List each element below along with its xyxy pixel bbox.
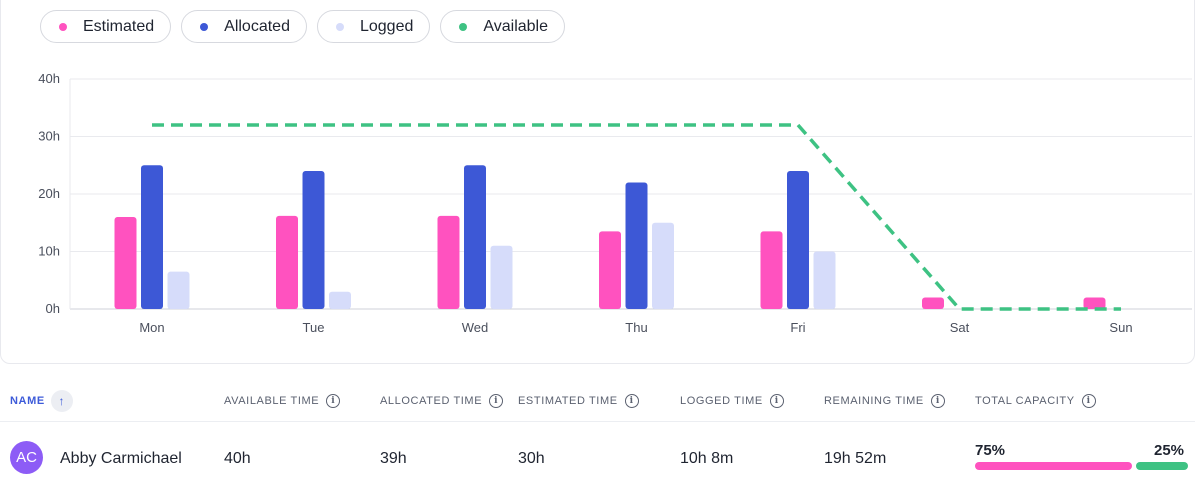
info-icon[interactable]: i — [489, 394, 504, 408]
bar-estimated — [599, 231, 621, 309]
x-tick-label: Sun — [1109, 320, 1132, 335]
member-name: Abby Carmichael — [60, 450, 182, 467]
bar-allocated — [787, 171, 809, 309]
allocated-time-value: 39h — [380, 450, 407, 467]
allocated-time-header: ALLOCATED TIME i — [380, 394, 504, 408]
available-time-value: 40h — [224, 450, 251, 467]
available-time-header-label: AVAILABLE TIME — [224, 395, 320, 407]
bar-allocated — [141, 165, 163, 309]
bar-allocated — [464, 165, 486, 309]
bar-estimated — [114, 217, 137, 309]
bar-allocated — [302, 171, 325, 309]
total-capacity-header-label: TOTAL CAPACITY — [975, 395, 1075, 407]
sort-ascending-button[interactable]: ↑ — [50, 390, 73, 412]
logged-time-header: LOGGED TIME i — [680, 394, 784, 408]
bar-logged — [329, 291, 351, 309]
avatar: AC — [10, 441, 43, 474]
x-tick-label: Fri — [790, 320, 805, 335]
x-tick-label: Tue — [303, 320, 325, 335]
estimated-dot-icon — [59, 22, 67, 31]
bar-allocated — [625, 182, 648, 309]
x-tick-label: Mon — [139, 320, 164, 335]
legend-toggle-available[interactable]: Available — [440, 10, 565, 43]
info-icon[interactable]: i — [326, 394, 341, 408]
legend-label-available: Available — [483, 17, 548, 35]
info-icon[interactable]: i — [624, 394, 639, 408]
estimated-time-header-label: ESTIMATED TIME — [518, 395, 618, 407]
y-tick-label: 40h — [38, 71, 60, 86]
capacity-used-label: 75% — [975, 442, 1006, 459]
bar-logged — [490, 245, 513, 309]
y-tick-label: 20h — [38, 186, 60, 201]
bar-estimated — [437, 215, 460, 309]
info-icon[interactable]: i — [769, 394, 784, 408]
y-tick-label: 30h — [38, 129, 60, 144]
line-available — [152, 123, 1121, 311]
chart-legend: Estimated Allocated Logged Available — [40, 10, 565, 43]
legend-label-allocated: Allocated — [224, 17, 290, 35]
legend-toggle-estimated[interactable]: Estimated — [40, 10, 172, 43]
x-tick-label: Wed — [462, 320, 489, 335]
x-tick-label: Sat — [950, 320, 970, 335]
legend-label-logged: Logged — [359, 17, 414, 35]
remaining-time-header-label: REMAINING TIME — [824, 395, 924, 407]
remaining-time-header: REMAINING TIME i — [824, 394, 945, 408]
y-tick-label: 0h — [46, 301, 60, 316]
workload-chart: 0h 10h 20h 30h 40h Mon Tue Wed Thu Fri Sat Sun — [38, 71, 1192, 335]
estimated-time-header: ESTIMATED TIME i — [518, 394, 639, 408]
capacity-used-bar — [975, 462, 1132, 470]
arrow-up-icon: ↑ — [58, 394, 66, 408]
allocated-time-header-label: ALLOCATED TIME — [380, 395, 483, 407]
bar-logged — [652, 222, 674, 309]
capacity-free-bar — [1136, 462, 1188, 470]
available-time-header: AVAILABLE TIME i — [224, 394, 341, 408]
x-tick-label: Thu — [625, 320, 647, 335]
bar-estimated — [1083, 297, 1106, 309]
info-icon[interactable]: i — [1081, 394, 1096, 408]
legend-toggle-logged[interactable]: Logged — [316, 10, 431, 43]
legend-label-estimated: Estimated — [83, 17, 155, 35]
name-header-label: NAME — [10, 395, 45, 407]
estimated-time-value: 30h — [518, 450, 545, 467]
logged-time-value: 10h 8m — [680, 450, 734, 467]
y-tick-label: 10h — [38, 244, 60, 259]
table-header-row: NAME ↑ AVAILABLE TIME i ALLOCATED TIME i… — [0, 382, 1195, 422]
total-capacity-header: TOTAL CAPACITY i — [975, 394, 1096, 408]
name-column-header[interactable]: NAME ↑ — [10, 390, 73, 412]
bar-estimated — [276, 215, 298, 309]
available-dot-icon — [459, 22, 468, 31]
bar-estimated — [760, 231, 783, 309]
logged-time-header-label: LOGGED TIME — [680, 395, 763, 407]
allocated-dot-icon — [200, 22, 209, 31]
logged-dot-icon — [335, 22, 344, 31]
bar-estimated — [922, 297, 944, 309]
chart-card — [0, 0, 1195, 364]
capacity-free-label: 25% — [1154, 442, 1185, 459]
remaining-time-value: 19h 52m — [824, 450, 887, 467]
bar-logged — [167, 271, 190, 309]
legend-toggle-allocated[interactable]: Allocated — [181, 10, 307, 43]
bar-logged — [813, 251, 836, 309]
table-row[interactable]: AC Abby Carmichael 40h 39h 30h 10h 8m 19… — [0, 423, 1195, 480]
info-icon[interactable]: i — [930, 394, 945, 408]
